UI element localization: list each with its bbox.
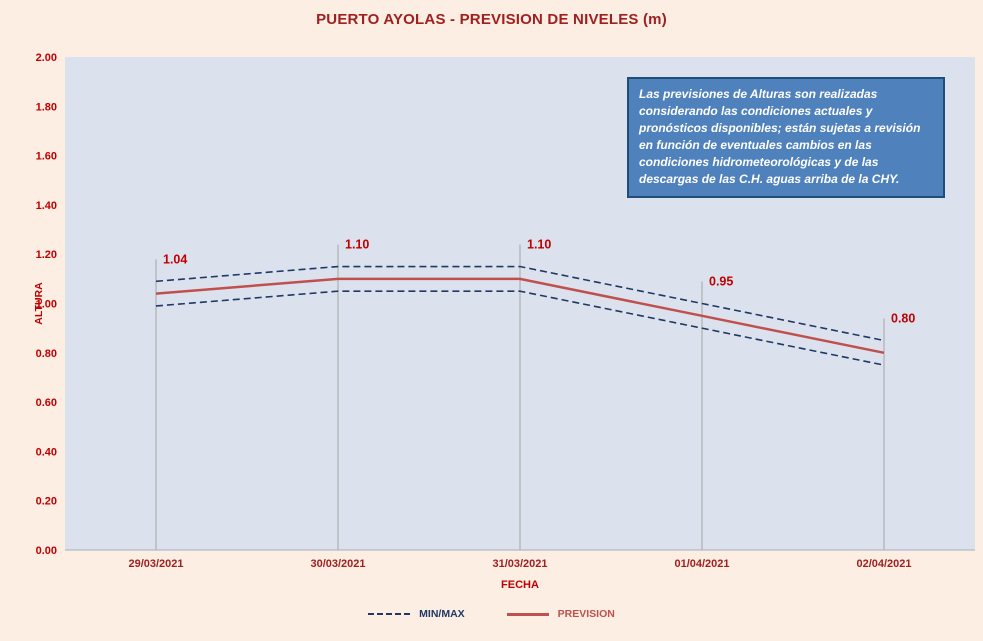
y-axis-title: ALTURA — [33, 282, 45, 325]
data-label: 1.10 — [527, 238, 551, 252]
info-box-text: Las previsiones de Alturas son realizada… — [639, 87, 921, 187]
y-tick-label: 1.80 — [36, 101, 57, 113]
y-tick-label: 0.20 — [36, 496, 57, 508]
data-label: 1.10 — [345, 238, 369, 252]
prevision-solid-line-icon — [506, 612, 549, 616]
info-box: Las previsiones de Alturas son realizada… — [627, 77, 945, 199]
prevision-line — [155, 277, 885, 355]
legend-item-prevision: PREVISION — [506, 608, 615, 620]
y-tick-label: 0.00 — [36, 545, 57, 557]
legend-label-minmax: MIN/MAX — [419, 608, 465, 620]
y-tick-label: 1.20 — [36, 249, 57, 261]
y-tick-label: 0.40 — [36, 446, 57, 458]
data-label: 1.04 — [163, 252, 187, 266]
x-tick-label: 01/04/2021 — [674, 558, 729, 570]
y-tick-label: 0.60 — [36, 397, 57, 409]
data-label: 0.80 — [891, 311, 915, 325]
y-tick-label: 2.00 — [36, 52, 57, 64]
y-tick-label: 1.40 — [36, 200, 57, 212]
x-tick-label: 31/03/2021 — [492, 558, 547, 570]
max-line — [155, 265, 885, 342]
legend-item-minmax: MIN/MAX — [368, 608, 465, 620]
x-tick-label: 02/04/2021 — [856, 558, 911, 570]
min-line — [155, 290, 885, 366]
x-tick-label: 30/03/2021 — [310, 558, 365, 570]
y-tick-label: 0.80 — [36, 348, 57, 360]
chart-title: PUERTO AYOLAS - PREVISION DE NIVELES (m) — [316, 11, 667, 28]
x-axis-title: FECHA — [501, 579, 539, 591]
y-tick-label: 1.60 — [36, 151, 57, 163]
data-label: 0.95 — [709, 275, 733, 289]
legend: MIN/MAX PREVISION — [0, 608, 983, 620]
minmax-dashed-line-icon — [368, 613, 411, 615]
legend-label-prevision: PREVISION — [557, 608, 615, 620]
y-tick-label: 1.00 — [36, 299, 57, 311]
x-tick-label: 29/03/2021 — [128, 558, 183, 570]
